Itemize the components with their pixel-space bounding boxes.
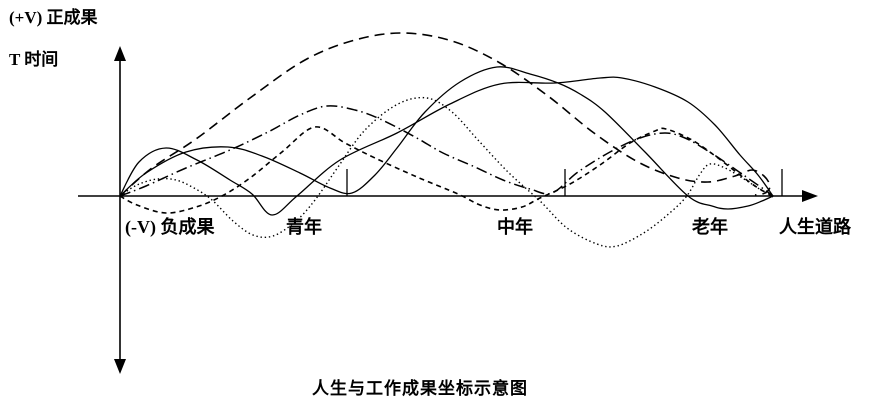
dotted-trajectory-curve (119, 96, 774, 248)
time-axis-label: T 时间 (9, 50, 59, 69)
solid-trajectory-1-curve (119, 76, 774, 216)
stage-label-middle-age: 中年 (497, 217, 533, 237)
y-axis-positive-label: (+V) 正成果 (9, 8, 98, 27)
stage-label-old-age: 老年 (692, 217, 728, 237)
short-dash-trajectory-curve (119, 126, 774, 214)
y-axis-up-arrowhead-icon (114, 46, 126, 61)
stage-label-youth: 青年 (286, 217, 322, 237)
long-dash-trajectory-curve (119, 32, 771, 197)
solid-trajectory-2-curve (119, 66, 774, 210)
chart-title: 人生与工作成果坐标示意图 (312, 379, 528, 398)
x-axis-label: 人生道路 (779, 217, 851, 237)
dash-dot-trajectory-curve (119, 105, 774, 197)
x-axis-right-arrowhead-icon (802, 190, 818, 202)
y-axis-negative-label: (-V) 负成果 (125, 217, 215, 237)
y-axis-down-arrowhead-icon (114, 359, 126, 374)
